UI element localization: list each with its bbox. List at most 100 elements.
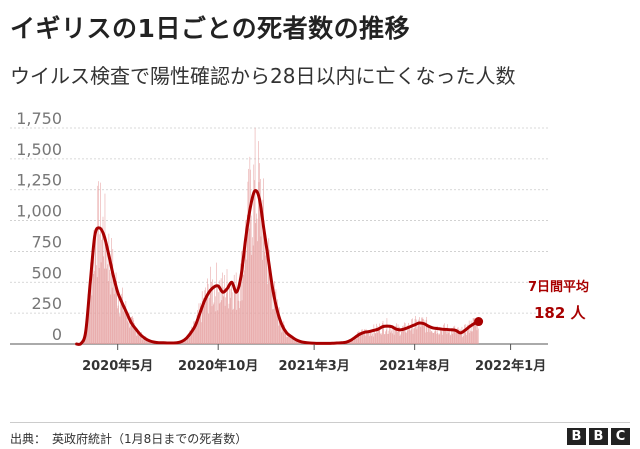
daily-bar (244, 270, 245, 344)
daily-bar (457, 327, 459, 344)
daily-bar (107, 264, 108, 344)
daily-bar (284, 328, 286, 344)
daily-bar (142, 337, 144, 344)
daily-bar (404, 323, 406, 344)
daily-bar (188, 337, 190, 344)
daily-bar (385, 331, 386, 344)
daily-bar (266, 243, 268, 344)
daily-bar (417, 326, 418, 344)
daily-bar (434, 328, 436, 344)
daily-bar (368, 336, 370, 344)
daily-bar (230, 288, 232, 344)
daily-bar (87, 325, 88, 344)
daily-bar (93, 230, 95, 344)
daily-bar (404, 322, 405, 344)
bbc-logo-letter: B (589, 428, 608, 445)
daily-bar (184, 339, 186, 344)
daily-bar (251, 254, 253, 344)
daily-bar (137, 335, 139, 344)
daily-bar (365, 335, 366, 344)
daily-bar (201, 291, 203, 344)
daily-bar (217, 310, 219, 344)
daily-bar (454, 325, 456, 344)
daily-bar (378, 330, 380, 344)
daily-bar (379, 323, 381, 344)
x-tick-label: 2022年1月 (475, 358, 546, 374)
daily-bar (181, 342, 183, 344)
daily-bar (143, 337, 145, 344)
daily-bar (441, 329, 443, 344)
daily-bar (453, 327, 455, 344)
daily-bar (256, 218, 258, 344)
daily-bar (439, 334, 441, 344)
daily-bar (120, 293, 122, 344)
daily-bar (134, 323, 135, 344)
daily-bar (132, 318, 134, 344)
daily-bar (150, 342, 152, 344)
daily-bar (138, 333, 140, 344)
daily-bar (380, 333, 382, 344)
daily-bar (136, 332, 138, 344)
daily-bar (89, 297, 91, 344)
daily-bar (474, 317, 475, 344)
daily-bar (199, 302, 201, 344)
daily-bar (463, 329, 465, 344)
daily-bar (203, 305, 205, 344)
daily-bar (442, 334, 443, 344)
daily-bar (411, 319, 413, 344)
daily-bar (254, 180, 255, 344)
daily-bar (394, 327, 396, 344)
daily-bar (122, 311, 124, 344)
chart-y-axis: 0 250 500 750 1,000 1,250 1,500 1,750 (16, 109, 62, 344)
daily-bar (185, 339, 187, 344)
daily-bar (294, 341, 296, 344)
daily-bar (374, 328, 375, 344)
daily-bar (226, 293, 227, 344)
daily-bar (88, 296, 89, 344)
annotation-value: 182 人 (534, 304, 587, 322)
daily-bar (293, 338, 294, 344)
daily-bar (236, 309, 238, 344)
daily-bar (196, 318, 197, 344)
daily-bar (222, 272, 223, 344)
daily-bar (415, 319, 417, 344)
daily-bar (282, 329, 284, 344)
daily-bar (440, 331, 442, 344)
daily-bar (278, 325, 279, 344)
daily-bar (291, 336, 293, 344)
daily-bar (274, 281, 275, 344)
daily-bar (196, 315, 198, 344)
daily-bar (280, 327, 282, 344)
daily-bar (105, 246, 106, 344)
daily-bar (129, 327, 131, 344)
daily-bar (104, 268, 105, 344)
daily-bar (292, 336, 294, 344)
daily-bar (131, 316, 133, 344)
daily-bar (237, 300, 239, 344)
daily-bar (400, 334, 401, 344)
daily-bar (239, 301, 241, 344)
daily-bar (267, 266, 269, 344)
daily-bar (275, 291, 276, 344)
daily-bar (388, 330, 390, 344)
source-note: 出典： 英政府統計（1月8日までの死者数） (10, 432, 248, 446)
daily-bar (139, 332, 141, 344)
daily-bar (468, 320, 470, 344)
daily-bar (444, 330, 446, 344)
daily-bar (392, 333, 394, 344)
daily-bar (102, 216, 104, 344)
daily-bar (137, 332, 138, 344)
daily-bar (224, 305, 226, 344)
daily-bar (190, 331, 191, 344)
daily-bar (395, 326, 397, 344)
daily-bar (373, 324, 375, 344)
daily-bar (220, 278, 222, 344)
daily-bar (370, 332, 371, 344)
chart-subtitle: ウイルス検査で陽性確認から28日以内に亡くなった人数 (10, 64, 516, 88)
daily-bar (216, 262, 217, 344)
daily-bar (263, 220, 265, 344)
daily-bar (140, 336, 142, 344)
daily-bar (107, 281, 109, 344)
daily-bar (407, 330, 409, 344)
daily-bar (427, 331, 428, 344)
